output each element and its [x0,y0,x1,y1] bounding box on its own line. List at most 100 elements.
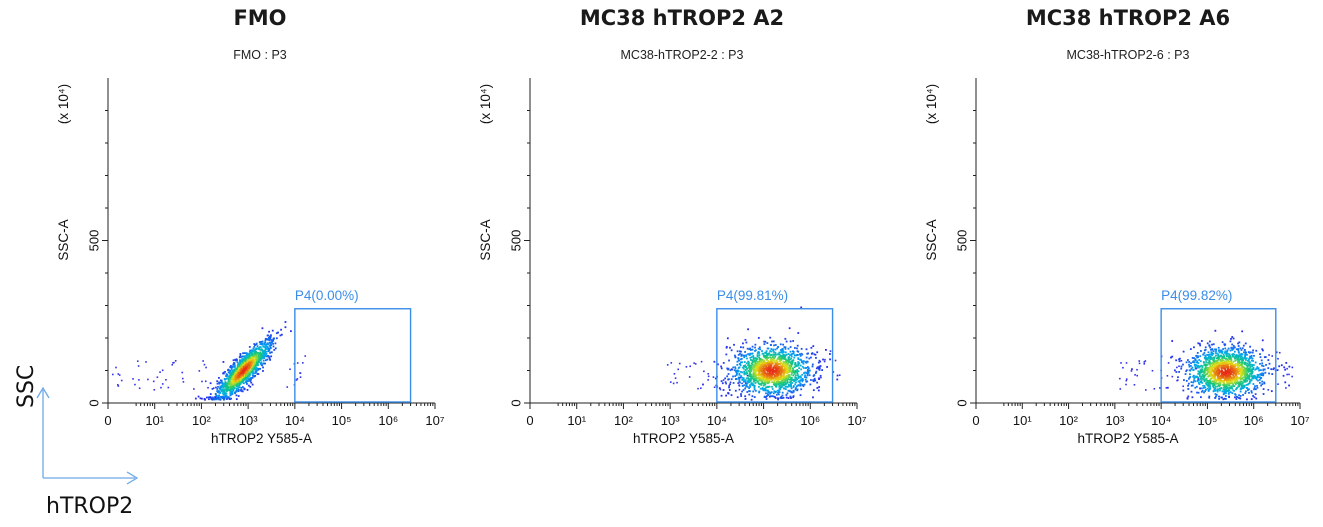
event-point [761,364,764,367]
event-point [1175,359,1178,362]
event-point [243,361,246,364]
event-point [754,343,757,346]
event-point [271,329,274,332]
event-point [171,363,174,366]
event-point [215,395,218,397]
event-point [750,365,753,368]
event-point [778,384,781,387]
event-point [1227,355,1230,358]
event-point [228,386,231,389]
event-point [774,377,777,379]
event-point [781,391,784,394]
event-point [1205,369,1208,372]
event-point [771,381,774,384]
event-point [1229,366,1232,369]
event-point [767,394,770,396]
event-point [1244,359,1247,361]
gate-rect [716,308,834,403]
event-point [743,361,746,363]
event-point [793,366,796,369]
event-point [1246,383,1249,386]
event-point [1216,390,1219,393]
event-point [781,371,784,374]
event-point [817,366,820,369]
event-point [237,395,240,397]
legend-y-arrowhead [36,386,50,399]
event-point [739,358,742,361]
event-point [216,388,219,390]
event-point [785,394,788,396]
event-point [132,378,134,380]
event-point [1204,346,1207,349]
event-point [1243,369,1245,372]
event-point [1176,379,1179,381]
event-point [722,389,725,391]
event-point [244,356,247,359]
event-point [1248,357,1251,360]
event-point [251,383,254,386]
event-point [774,397,777,399]
event-point [790,390,793,393]
event-point [246,383,248,385]
event-point [720,394,723,397]
event-point [224,370,226,373]
event-point [1207,351,1210,354]
event-point [797,375,800,378]
event-point [735,378,738,381]
event-point [1252,366,1255,369]
event-point [763,361,765,364]
event-point [789,368,792,371]
event-point [1244,373,1247,376]
event-point [1232,347,1235,350]
event-point [240,387,243,389]
event-point [760,378,763,381]
event-point [1240,372,1242,375]
event-point [795,387,797,389]
event-point [1264,356,1267,358]
event-point [244,352,246,355]
event-point [796,344,799,347]
event-point [761,371,764,374]
event-point [1225,353,1228,356]
event-point [764,361,766,364]
event-point [1198,342,1201,345]
event-point [785,378,787,381]
event-point [794,371,797,374]
event-point [742,346,745,349]
event-point [182,381,185,383]
event-point [769,374,772,377]
event-point [824,358,826,361]
event-point [299,376,302,378]
event-point [1253,388,1255,391]
event-point [754,376,757,379]
event-point [229,366,232,368]
event-point [785,340,788,343]
event-point [1249,372,1252,375]
event-point [1200,396,1202,399]
event-point [212,397,215,400]
event-point [1200,371,1203,373]
event-point [229,390,232,393]
event-point [750,369,753,371]
event-point [762,366,765,369]
event-point [1229,356,1232,359]
event-point [1235,373,1238,376]
event-point [763,376,766,379]
event-point [1237,366,1239,369]
event-point [1195,385,1198,388]
event-point [738,384,740,386]
event-point [239,361,241,364]
event-point [799,394,802,397]
event-point [1206,357,1208,359]
event-point [777,353,779,356]
event-point [1249,355,1251,358]
event-point [796,369,799,371]
event-point [268,330,270,333]
event-point [228,383,231,386]
event-point [1223,355,1225,358]
event-point [1194,376,1197,378]
event-point [784,370,786,372]
event-point [1226,365,1229,368]
event-point [1226,384,1229,386]
event-point [233,368,236,371]
